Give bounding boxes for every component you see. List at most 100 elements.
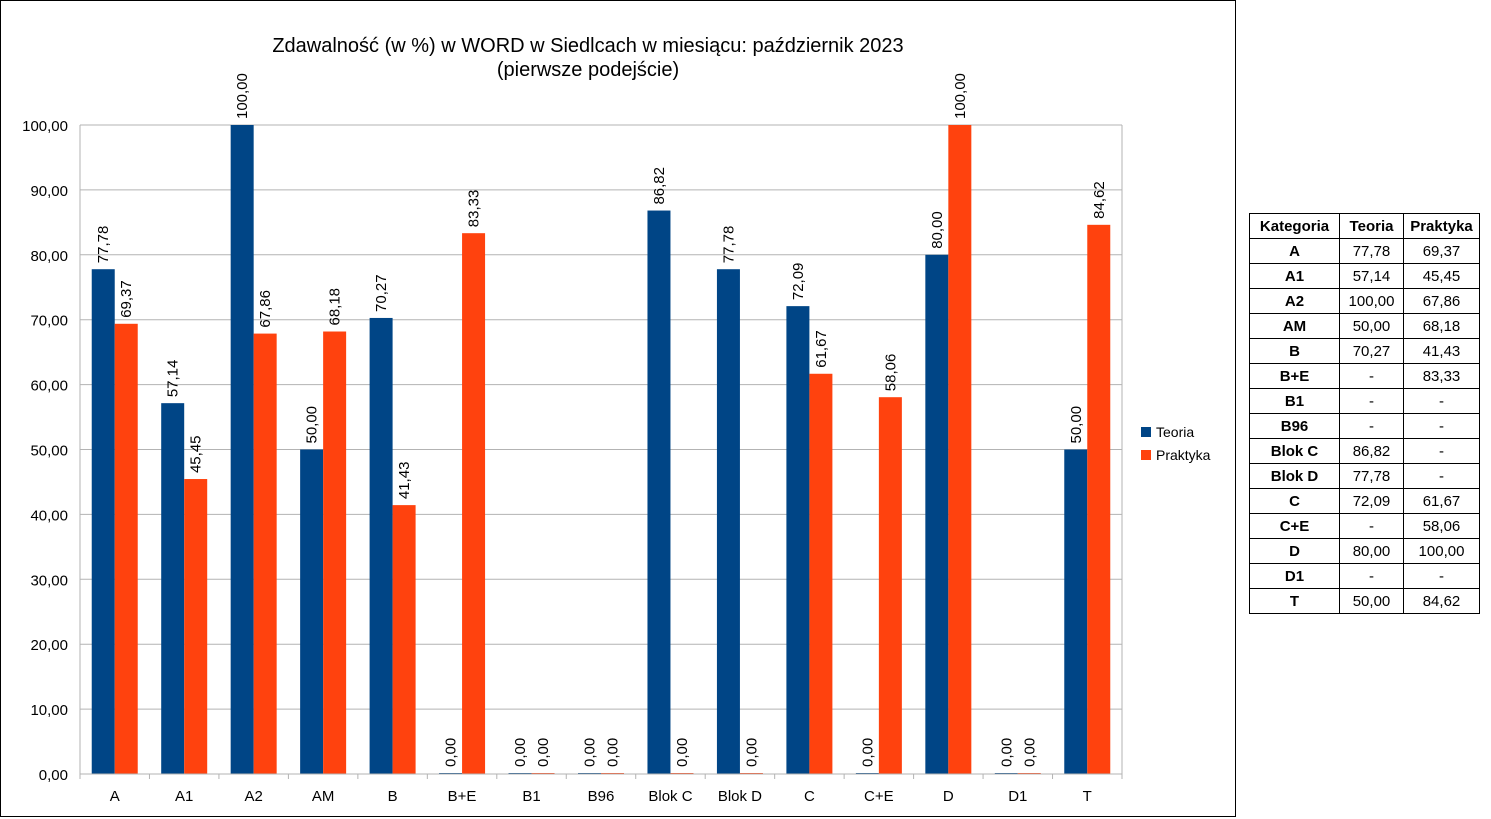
data-label: 77,78 xyxy=(95,226,112,264)
legend-label-praktyka: Praktyka xyxy=(1156,447,1211,463)
data-label: 58,06 xyxy=(882,354,899,392)
table-cell-praktyka: 41,43 xyxy=(1403,338,1480,364)
data-label: 0,00 xyxy=(859,738,876,767)
table-cell-teoria: - xyxy=(1339,563,1404,589)
data-label: 50,00 xyxy=(304,406,321,444)
y-tick-label: 80,00 xyxy=(30,248,68,265)
x-tick-label: Blok D xyxy=(718,788,762,805)
bar-teoria xyxy=(925,254,949,775)
legend-label-teoria: Teoria xyxy=(1156,424,1194,440)
x-tick-label: AM xyxy=(312,788,335,805)
bar-teoria xyxy=(369,317,393,774)
table-cell-category: Blok C xyxy=(1249,438,1340,464)
data-label: 68,18 xyxy=(327,288,344,326)
x-axis: A A1 A2 AM B B+E B1 B96 Blok C Blok D C C+E D D1 T xyxy=(79,773,1123,805)
x-tick-label: C xyxy=(804,788,815,805)
data-label: 0,00 xyxy=(674,738,691,767)
bar-teoria xyxy=(300,449,324,774)
table-cell-category: T xyxy=(1249,588,1340,614)
data-label: 0,00 xyxy=(582,738,599,767)
data-label: 70,27 xyxy=(373,274,390,312)
table-row: C 72,09 61,67 xyxy=(1249,488,1480,514)
table-cell-teoria: 80,00 xyxy=(1339,538,1404,564)
data-label: 57,14 xyxy=(165,360,182,398)
data-label: 72,09 xyxy=(790,263,807,301)
data-label: 0,00 xyxy=(1021,738,1038,767)
table-cell-category: A2 xyxy=(1249,288,1340,314)
data-label: 45,45 xyxy=(188,435,205,473)
table-row: A2 100,00 67,86 xyxy=(1249,288,1480,314)
y-tick-label: 70,00 xyxy=(30,313,68,330)
table-cell-category: C+E xyxy=(1249,513,1340,539)
table-cell-praktyka: 83,33 xyxy=(1403,363,1480,389)
table-cell-praktyka: - xyxy=(1403,563,1480,589)
y-tick-label: 10,00 xyxy=(30,702,68,719)
data-label: 69,37 xyxy=(118,280,135,318)
table-cell-praktyka: 69,37 xyxy=(1403,238,1480,264)
x-tick-label: B96 xyxy=(588,788,615,805)
table-cell-teoria: 100,00 xyxy=(1339,288,1404,314)
table-row: A 77,78 69,37 xyxy=(1249,238,1480,264)
table-cell-praktyka: 68,18 xyxy=(1403,313,1480,339)
table-cell-teoria: 70,27 xyxy=(1339,338,1404,364)
x-tick-label: T xyxy=(1083,788,1092,805)
data-label: 100,00 xyxy=(952,73,969,119)
bar-teoria xyxy=(230,125,254,774)
y-tick-label: 50,00 xyxy=(30,443,68,460)
y-tick-label: 40,00 xyxy=(30,507,68,524)
data-label: 83,33 xyxy=(466,190,483,228)
table-cell-teoria: 77,78 xyxy=(1339,463,1404,489)
bar-teoria xyxy=(161,403,185,774)
header-kategoria: Kategoria xyxy=(1249,213,1340,239)
table-cell-praktyka: 100,00 xyxy=(1403,538,1480,564)
table-cell-category: D xyxy=(1249,538,1340,564)
data-label: 86,82 xyxy=(651,167,668,205)
data-label: 67,86 xyxy=(257,290,274,328)
x-tick-label: Blok C xyxy=(648,788,692,805)
header-teoria: Teoria xyxy=(1339,213,1404,239)
table-cell-teoria: 72,09 xyxy=(1339,488,1404,514)
table-cell-category: A xyxy=(1249,238,1340,264)
table-cell-praktyka: 67,86 xyxy=(1403,288,1480,314)
y-tick-label: 100,00 xyxy=(22,118,68,135)
x-tick-label: A xyxy=(110,788,120,805)
y-tick-label: 0,00 xyxy=(39,767,68,784)
bars xyxy=(91,125,1111,775)
table-cell-praktyka: - xyxy=(1403,413,1480,439)
bar-teoria xyxy=(786,306,810,774)
table-row: A1 57,14 45,45 xyxy=(1249,263,1480,289)
table-cell-teoria: 77,78 xyxy=(1339,238,1404,264)
data-label: 0,00 xyxy=(743,738,760,767)
table-row: B+E -83,33 xyxy=(1249,363,1480,389)
data-label: 50,00 xyxy=(1068,406,1085,444)
table-cell-teoria: - xyxy=(1339,388,1404,414)
table-cell-teoria: - xyxy=(1339,363,1404,389)
data-label: 0,00 xyxy=(535,738,552,767)
header-praktyka: Praktyka xyxy=(1403,213,1480,239)
table-cell-teoria: - xyxy=(1339,413,1404,439)
x-tick-label: A1 xyxy=(175,788,193,805)
bar-praktyka xyxy=(184,479,208,774)
table-row: B96- - xyxy=(1249,413,1480,439)
bar-praktyka xyxy=(253,333,277,774)
table-cell-teoria: - xyxy=(1339,513,1404,539)
table-cell-category: AM xyxy=(1249,313,1340,339)
table-cell-teoria: 50,00 xyxy=(1339,588,1404,614)
legend-swatch-praktyka xyxy=(1141,450,1151,460)
table-cell-category: Blok D xyxy=(1249,463,1340,489)
x-tick-label: B+E xyxy=(448,788,477,805)
data-label: 80,00 xyxy=(929,211,946,249)
data-label: 0,00 xyxy=(605,738,622,767)
y-axis: 0,00 10,00 20,00 30,00 40,00 50,00 60,00 70,00 8… xyxy=(22,118,68,784)
bar-teoria xyxy=(647,210,671,774)
y-tick-label: 30,00 xyxy=(30,572,68,589)
y-tick-label: 60,00 xyxy=(30,378,68,395)
x-tick-label: D xyxy=(943,788,954,805)
table-cell-teoria: 57,14 xyxy=(1339,263,1404,289)
bar-praktyka xyxy=(878,397,902,774)
bar-teoria xyxy=(1064,449,1088,774)
table-cell-category: D1 xyxy=(1249,563,1340,589)
table-cell-category: C xyxy=(1249,488,1340,514)
table-cell-category: B1 xyxy=(1249,388,1340,414)
table-cell-praktyka: 58,06 xyxy=(1403,513,1480,539)
